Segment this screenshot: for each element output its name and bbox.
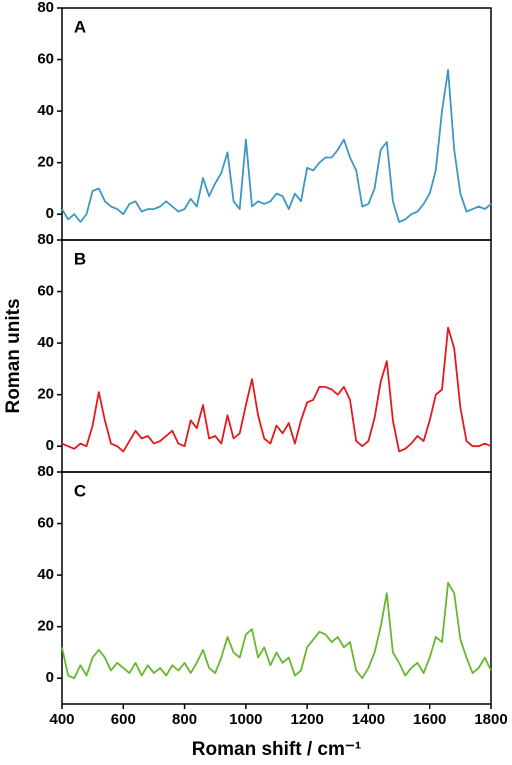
x-tick-label: 1400 xyxy=(352,711,385,728)
x-axis-label: Roman shift / cm⁻¹ xyxy=(192,739,361,760)
y-tick-label: 20 xyxy=(37,618,54,635)
spectrum-line xyxy=(61,69,492,223)
panel-label: B xyxy=(74,249,86,268)
panel-frame xyxy=(61,239,492,473)
x-tick-label: 1000 xyxy=(229,711,262,728)
x-tick-label: 1200 xyxy=(290,711,323,728)
x-tick-label: 600 xyxy=(111,711,136,728)
x-tick-label: 800 xyxy=(172,711,197,728)
panel-frame xyxy=(61,471,492,705)
y-tick-label: 0 xyxy=(46,669,54,686)
y-tick-label: 60 xyxy=(37,515,54,532)
y-tick-label: 60 xyxy=(37,51,54,68)
x-tick-label: 400 xyxy=(49,711,74,728)
y-tick-label: 40 xyxy=(37,102,54,119)
y-tick-label: 0 xyxy=(46,437,54,454)
spectrum-line xyxy=(61,326,492,453)
y-tick-label: 80 xyxy=(37,463,54,480)
spectrum-line xyxy=(61,581,492,680)
x-tick-label: 1600 xyxy=(413,711,446,728)
y-tick-label: 20 xyxy=(37,386,54,403)
panel-label: A xyxy=(74,17,86,36)
y-tick-label: 80 xyxy=(37,231,54,248)
y-tick-label: 40 xyxy=(37,334,54,351)
panel-label: C xyxy=(74,481,86,500)
panel-frame xyxy=(61,7,492,241)
y-tick-label: 40 xyxy=(37,566,54,583)
x-tick-label: 1800 xyxy=(474,711,507,728)
y-axis-label: Roman units xyxy=(3,298,24,413)
y-tick-label: 0 xyxy=(46,205,54,222)
y-tick-label: 60 xyxy=(37,283,54,300)
y-tick-label: 20 xyxy=(37,154,54,171)
y-tick-label: 80 xyxy=(37,0,54,16)
